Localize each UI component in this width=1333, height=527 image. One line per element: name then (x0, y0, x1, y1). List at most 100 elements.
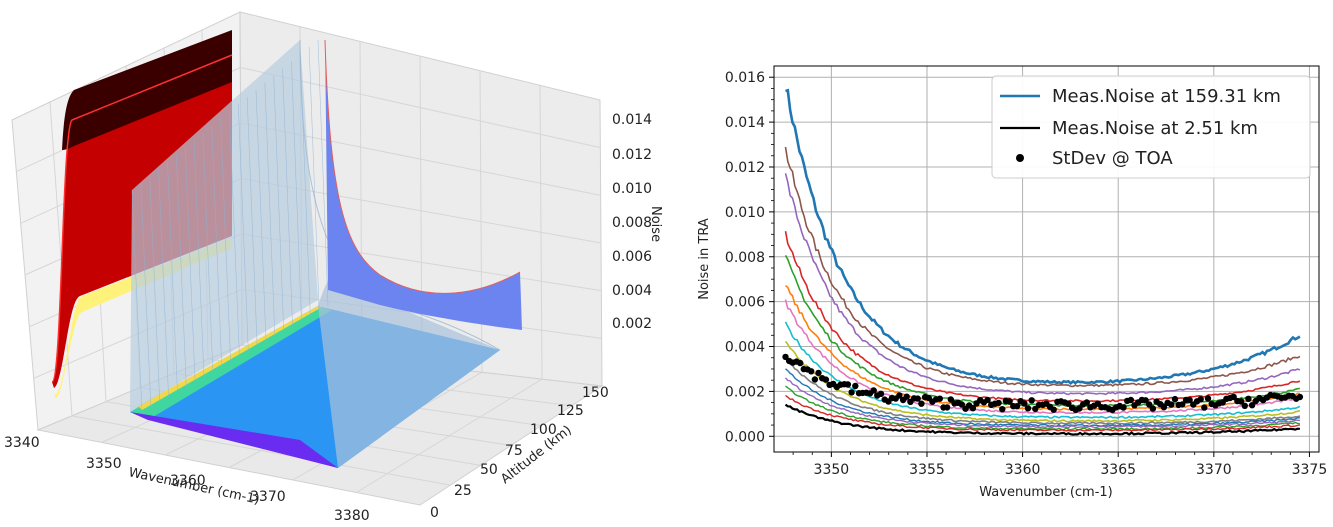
stdev-point (1197, 396, 1204, 403)
surface-sheet (130, 40, 318, 412)
z3d-tick-label: 0.002 (612, 316, 652, 332)
stdev-point (1204, 395, 1212, 402)
series-group (784, 88, 1301, 436)
y-tick-label: 0.002 (725, 384, 765, 400)
stdev-point (1171, 395, 1179, 403)
series-line (785, 368, 1300, 428)
series-line (785, 88, 1301, 385)
stdev-point (1160, 404, 1168, 411)
surface-mesh-line (149, 175, 161, 402)
surface-3d-plot: 3340 3350 3360 3370 3380 Wavenumber (cm-… (4, 11, 663, 524)
series-line (785, 394, 1301, 432)
plot-frame (773, 65, 1320, 453)
z3d-tick-label: 0.014 (612, 112, 652, 128)
stdev-point (918, 400, 925, 407)
y-tick-label: 0.008 (725, 250, 765, 266)
stdev-point (1149, 405, 1157, 412)
legend-label-2km: Meas.Noise at 2.51 km (1052, 118, 1258, 139)
surface-mesh-line (291, 61, 302, 322)
y3d-tick-label: 0 (430, 505, 439, 521)
y-tick-label: 0.000 (725, 429, 765, 445)
surface-mesh-line (237, 104, 249, 352)
stdev-point (797, 359, 804, 367)
y-tick-label: 0.004 (725, 340, 765, 356)
y3d-tick-label: 50 (480, 462, 498, 478)
series-line (784, 321, 1301, 419)
stdev-point (811, 376, 819, 383)
x-axis-label: Wavenumber (cm-1) (979, 485, 1112, 500)
stdev-point (852, 382, 859, 390)
legend-marker-stdev (1016, 154, 1024, 162)
surface-mesh-line (167, 161, 178, 392)
stdev-point (999, 406, 1006, 413)
stdev-point (1296, 393, 1304, 401)
surface-mesh-line (264, 82, 276, 337)
right-proj-fill (325, 40, 522, 330)
x3d-axis-label: Wavenumber (cm-1) (127, 465, 261, 507)
x3d-tick-label: 3350 (86, 456, 122, 472)
stdev-point (1028, 397, 1035, 404)
surface-mesh-line (317, 39, 329, 307)
floor-purple (130, 412, 338, 468)
legend: Meas.Noise at 159.31 km Meas.Noise at 2.… (991, 75, 1311, 179)
stdev-point (943, 404, 951, 411)
stdev-point (1024, 405, 1032, 412)
surface-mesh-line (211, 125, 223, 367)
stdev-point (1127, 396, 1135, 404)
x3d-tick-label: 3380 (334, 508, 370, 523)
x3d-tick-label: 3360 (170, 473, 206, 489)
series-line (784, 357, 1301, 425)
z-axis-3d: 0.002 0.004 0.006 0.008 0.010 0.012 0.01… (612, 112, 663, 332)
legend-label-stdev: StDev @ TOA (1052, 148, 1173, 169)
right-proj-edge (324, 39, 521, 294)
series-line (785, 385, 1300, 431)
stdev-point (995, 399, 1002, 407)
stdev-point (1230, 393, 1237, 401)
surface-mesh-line (202, 132, 214, 372)
stdev-point (1142, 397, 1149, 404)
series-line (784, 377, 1300, 429)
z3d-tick-label: 0.010 (612, 181, 652, 197)
y-axis-label: Noise in TRA (697, 218, 712, 300)
series-line (784, 340, 1301, 423)
stdev-point (1050, 406, 1057, 413)
surface-mesh-line (193, 139, 205, 377)
y3d-tick-label: 25 (454, 483, 472, 499)
stdev-point (1083, 399, 1091, 406)
x3d-tick-label: 3340 (4, 435, 40, 451)
y3d-tick-label: 150 (582, 385, 609, 401)
floor-yellow (138, 306, 322, 410)
proj-red-edge (51, 54, 233, 383)
z3d-tick-label: 0.008 (612, 215, 652, 231)
floor-projection (130, 306, 500, 468)
series-line (784, 231, 1301, 403)
stdev-point (903, 393, 910, 400)
x-tick-label: 3360 (1005, 462, 1041, 478)
stdev-point (914, 395, 921, 402)
surface-mesh-line (229, 111, 240, 357)
x-tick-label: 3375 (1292, 462, 1328, 478)
stdev-point (1241, 402, 1249, 409)
stdev-point (848, 389, 855, 396)
y3d-tick-label: 125 (557, 403, 584, 419)
stdev-point (1186, 396, 1193, 404)
y-tick-label: 0.010 (725, 205, 765, 221)
surface-mesh-line (273, 75, 285, 332)
stdev-point (969, 405, 977, 412)
stdev-point (1245, 395, 1252, 402)
surface-mesh-line (184, 147, 196, 382)
z3d-tick-label: 0.012 (612, 147, 652, 163)
stdev-point (1013, 403, 1021, 410)
stdev-point (1021, 400, 1028, 407)
stdev-point (870, 387, 877, 394)
stdev-point (815, 369, 822, 377)
scatter-group (782, 353, 1304, 413)
stdev-point (877, 390, 885, 397)
surface-mesh-line (158, 168, 169, 397)
stdev-point (1201, 404, 1208, 411)
x-tick-label: 3350 (814, 462, 850, 478)
surface-mesh-line (282, 68, 293, 327)
stdev-point (822, 376, 830, 383)
